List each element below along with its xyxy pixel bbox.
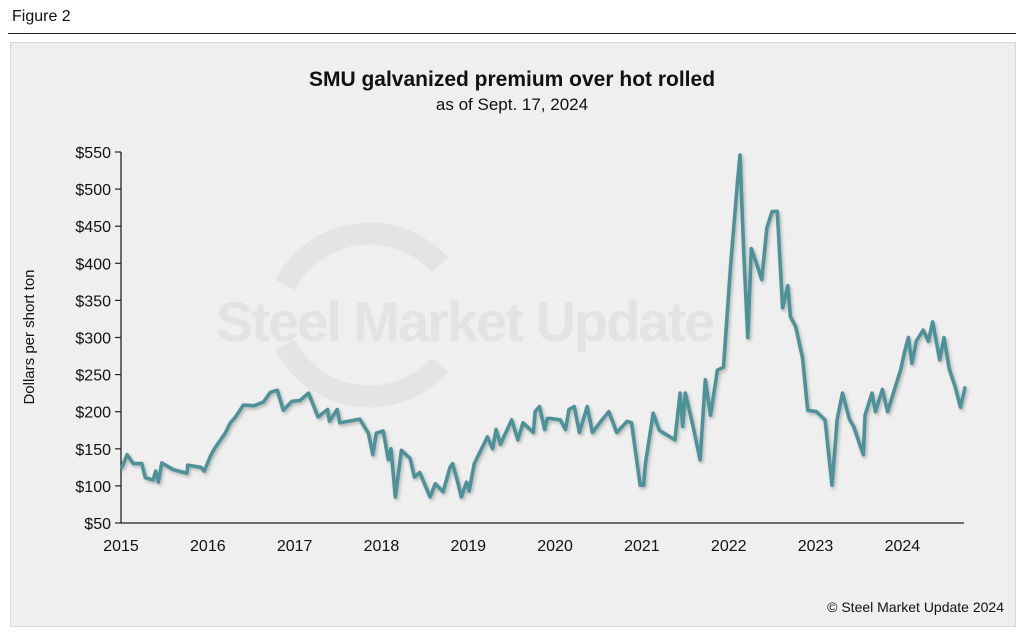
x-tick-label: 2021	[624, 538, 660, 555]
y-tick-label: $200	[75, 405, 111, 422]
figure-divider	[8, 33, 1016, 34]
y-axis-label: Dollars per short ton	[21, 269, 38, 404]
watermark: Steel Market Update	[216, 222, 716, 408]
y-tick-label: $150	[75, 442, 111, 459]
x-tick-label: 2020	[537, 538, 573, 555]
series-line-0	[120, 153, 967, 499]
copyright: © Steel Market Update 2024	[827, 599, 1004, 615]
watermark-text: Steel Market Update	[216, 290, 714, 353]
x-tick-label: 2024	[885, 538, 921, 555]
y-tick-label: $100	[75, 479, 111, 496]
y-tick-label: $500	[75, 182, 111, 199]
x-tick-label: 2023	[798, 538, 834, 555]
chart-panel	[10, 42, 1016, 627]
x-tick-label: 2022	[711, 538, 747, 555]
x-tick-label: 2015	[103, 538, 139, 555]
y-tick-label: $400	[75, 256, 111, 273]
y-tick-label: $350	[75, 293, 111, 310]
x-tick-label: 2017	[277, 538, 313, 555]
y-tick-label: $300	[75, 331, 111, 348]
x-tick-label: 2019	[450, 538, 486, 555]
chart-subtitle: as of Sept. 17, 2024	[436, 95, 588, 114]
y-tick-label: $550	[75, 145, 111, 162]
x-tick-label: 2018	[364, 538, 400, 555]
chart-title: SMU galvanized premium over hot rolled	[309, 68, 715, 91]
figure-label: Figure 2	[12, 8, 71, 25]
y-tick-label: $50	[84, 516, 111, 533]
y-tick-label: $450	[75, 219, 111, 236]
y-tick-label: $250	[75, 368, 111, 385]
x-tick-label: 2016	[190, 538, 226, 555]
